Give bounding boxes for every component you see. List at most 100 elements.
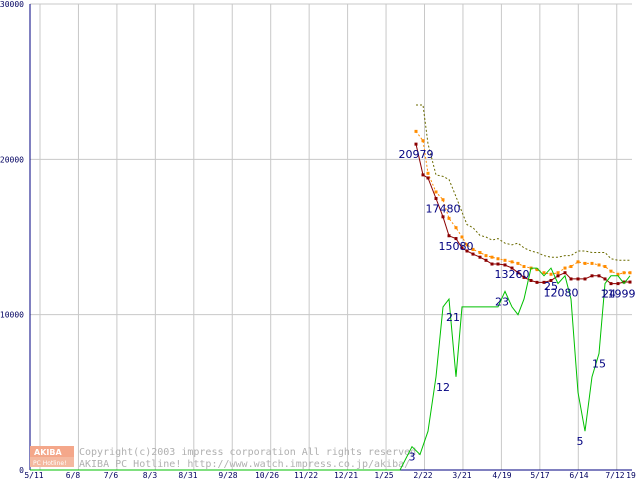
- y-tick-label: 10000: [0, 311, 24, 320]
- point-avg_price: [556, 271, 560, 275]
- x-tick-label: 10/26: [255, 471, 279, 480]
- data-label: 3: [409, 451, 416, 464]
- point-avg_price: [535, 268, 539, 272]
- data-label: 23: [495, 295, 509, 308]
- point-min_price: [583, 277, 587, 281]
- data-label: 15: [592, 358, 606, 371]
- point-avg_price: [421, 139, 425, 143]
- point-avg_price: [490, 255, 494, 259]
- point-avg_price: [503, 258, 507, 262]
- point-avg_price: [603, 265, 607, 269]
- data-label: 13260: [495, 268, 530, 281]
- y-tick-label: 30000: [0, 0, 24, 9]
- x-tick-label: 4/19: [492, 471, 511, 480]
- point-min_price: [414, 142, 418, 146]
- point-avg_price: [549, 272, 553, 276]
- point-min_price: [549, 278, 553, 282]
- point-avg_price: [496, 257, 500, 261]
- point-min_price: [609, 282, 613, 286]
- point-min_price: [590, 274, 594, 278]
- data-label: 15080: [439, 240, 474, 253]
- point-avg_price: [542, 271, 546, 275]
- point-min_price: [529, 278, 533, 282]
- akiba-logo-text: AKIBA: [34, 448, 62, 457]
- akiba-logo-subtext: PC Hotline!: [33, 460, 66, 467]
- y-tick-label: 20000: [0, 155, 24, 164]
- data-label: 12080: [544, 286, 579, 299]
- y-tick-labels: 0 10000 20000 30000: [0, 0, 24, 475]
- x-tick-label: 1/25: [374, 471, 393, 480]
- data-label: 25: [544, 280, 558, 293]
- point-min_price: [603, 277, 607, 281]
- point-avg_price: [460, 235, 464, 239]
- point-avg_price: [609, 269, 613, 273]
- series-line-shop_count: [30, 267, 631, 471]
- series: [30, 104, 632, 471]
- point-min_price: [490, 262, 494, 266]
- point-min_price: [535, 280, 539, 284]
- point-avg_price: [454, 226, 458, 230]
- data-label: 5: [577, 435, 584, 448]
- point-min_price: [434, 196, 438, 200]
- watermark: AKIBA PC Hotline! Copyright(c)2003 impre…: [30, 446, 422, 470]
- point-avg_price: [590, 261, 594, 265]
- x-tick-label: 9/28: [218, 471, 237, 480]
- x-tick-label: 2/22: [413, 471, 432, 480]
- point-avg_price: [569, 265, 573, 269]
- x-tick-label: 8/31: [178, 471, 197, 480]
- point-avg_price: [414, 129, 418, 133]
- akiba-logo-bottom-box: [30, 457, 74, 467]
- point-min_price: [522, 275, 526, 279]
- point-min_price: [516, 271, 520, 275]
- point-min_price: [426, 176, 430, 180]
- point-min_price: [447, 234, 451, 238]
- x-tick-label: 7/6: [104, 471, 119, 480]
- x-tick-label: 11/22: [294, 471, 318, 480]
- point-avg_price: [516, 261, 520, 265]
- point-avg_price: [522, 265, 526, 269]
- point-min_price: [542, 280, 546, 284]
- copyright-text: Copyright(c)2003 impress corporation All…: [79, 447, 422, 458]
- data-label: 17480: [426, 202, 461, 215]
- point-min_price: [597, 274, 601, 278]
- point-avg_price: [441, 198, 445, 202]
- point-avg_price: [447, 216, 451, 220]
- point-min_price: [496, 262, 500, 266]
- point-min_price: [465, 249, 469, 253]
- point-min_price: [503, 263, 507, 267]
- point-min_price: [576, 277, 580, 281]
- akiba-logo-top-box: [30, 446, 74, 457]
- x-tick-label: 5/17: [530, 471, 549, 480]
- point-min_price: [441, 215, 445, 219]
- x-tick-label: 7/12: [605, 471, 624, 480]
- point-min_price: [421, 173, 425, 177]
- point-min_price: [478, 255, 482, 259]
- x-tick-label: 6/14: [569, 471, 588, 480]
- data-label: 20979: [399, 148, 434, 161]
- point-avg_price: [478, 251, 482, 255]
- point-avg_price: [471, 247, 475, 251]
- point-avg_price: [434, 190, 438, 194]
- y-tick-label: 0: [19, 466, 24, 475]
- axes: [29, 4, 632, 471]
- series-line-max_price: [416, 104, 630, 261]
- point-min_price: [556, 274, 560, 278]
- point-avg_price: [583, 261, 587, 265]
- point-min_price: [454, 237, 458, 241]
- point-min_price: [510, 266, 514, 270]
- x-tick-label: 3/21: [452, 471, 471, 480]
- point-min_price: [563, 271, 567, 275]
- x-tick-label: 8/3: [143, 471, 158, 480]
- series-line-avg_price: [415, 131, 630, 275]
- data-labels: 20979 17480 15080 13260 12080 11999 3 12 21 23 25 5…: [399, 148, 636, 464]
- point-avg_price: [563, 266, 567, 270]
- point-avg_price: [465, 243, 469, 247]
- point-avg_price: [426, 171, 430, 175]
- point-avg_price: [576, 260, 580, 264]
- point-avg_price: [597, 263, 601, 267]
- point-min_price: [616, 282, 620, 286]
- x-tick-label: 6/8: [66, 471, 81, 480]
- point-min_price: [628, 280, 632, 284]
